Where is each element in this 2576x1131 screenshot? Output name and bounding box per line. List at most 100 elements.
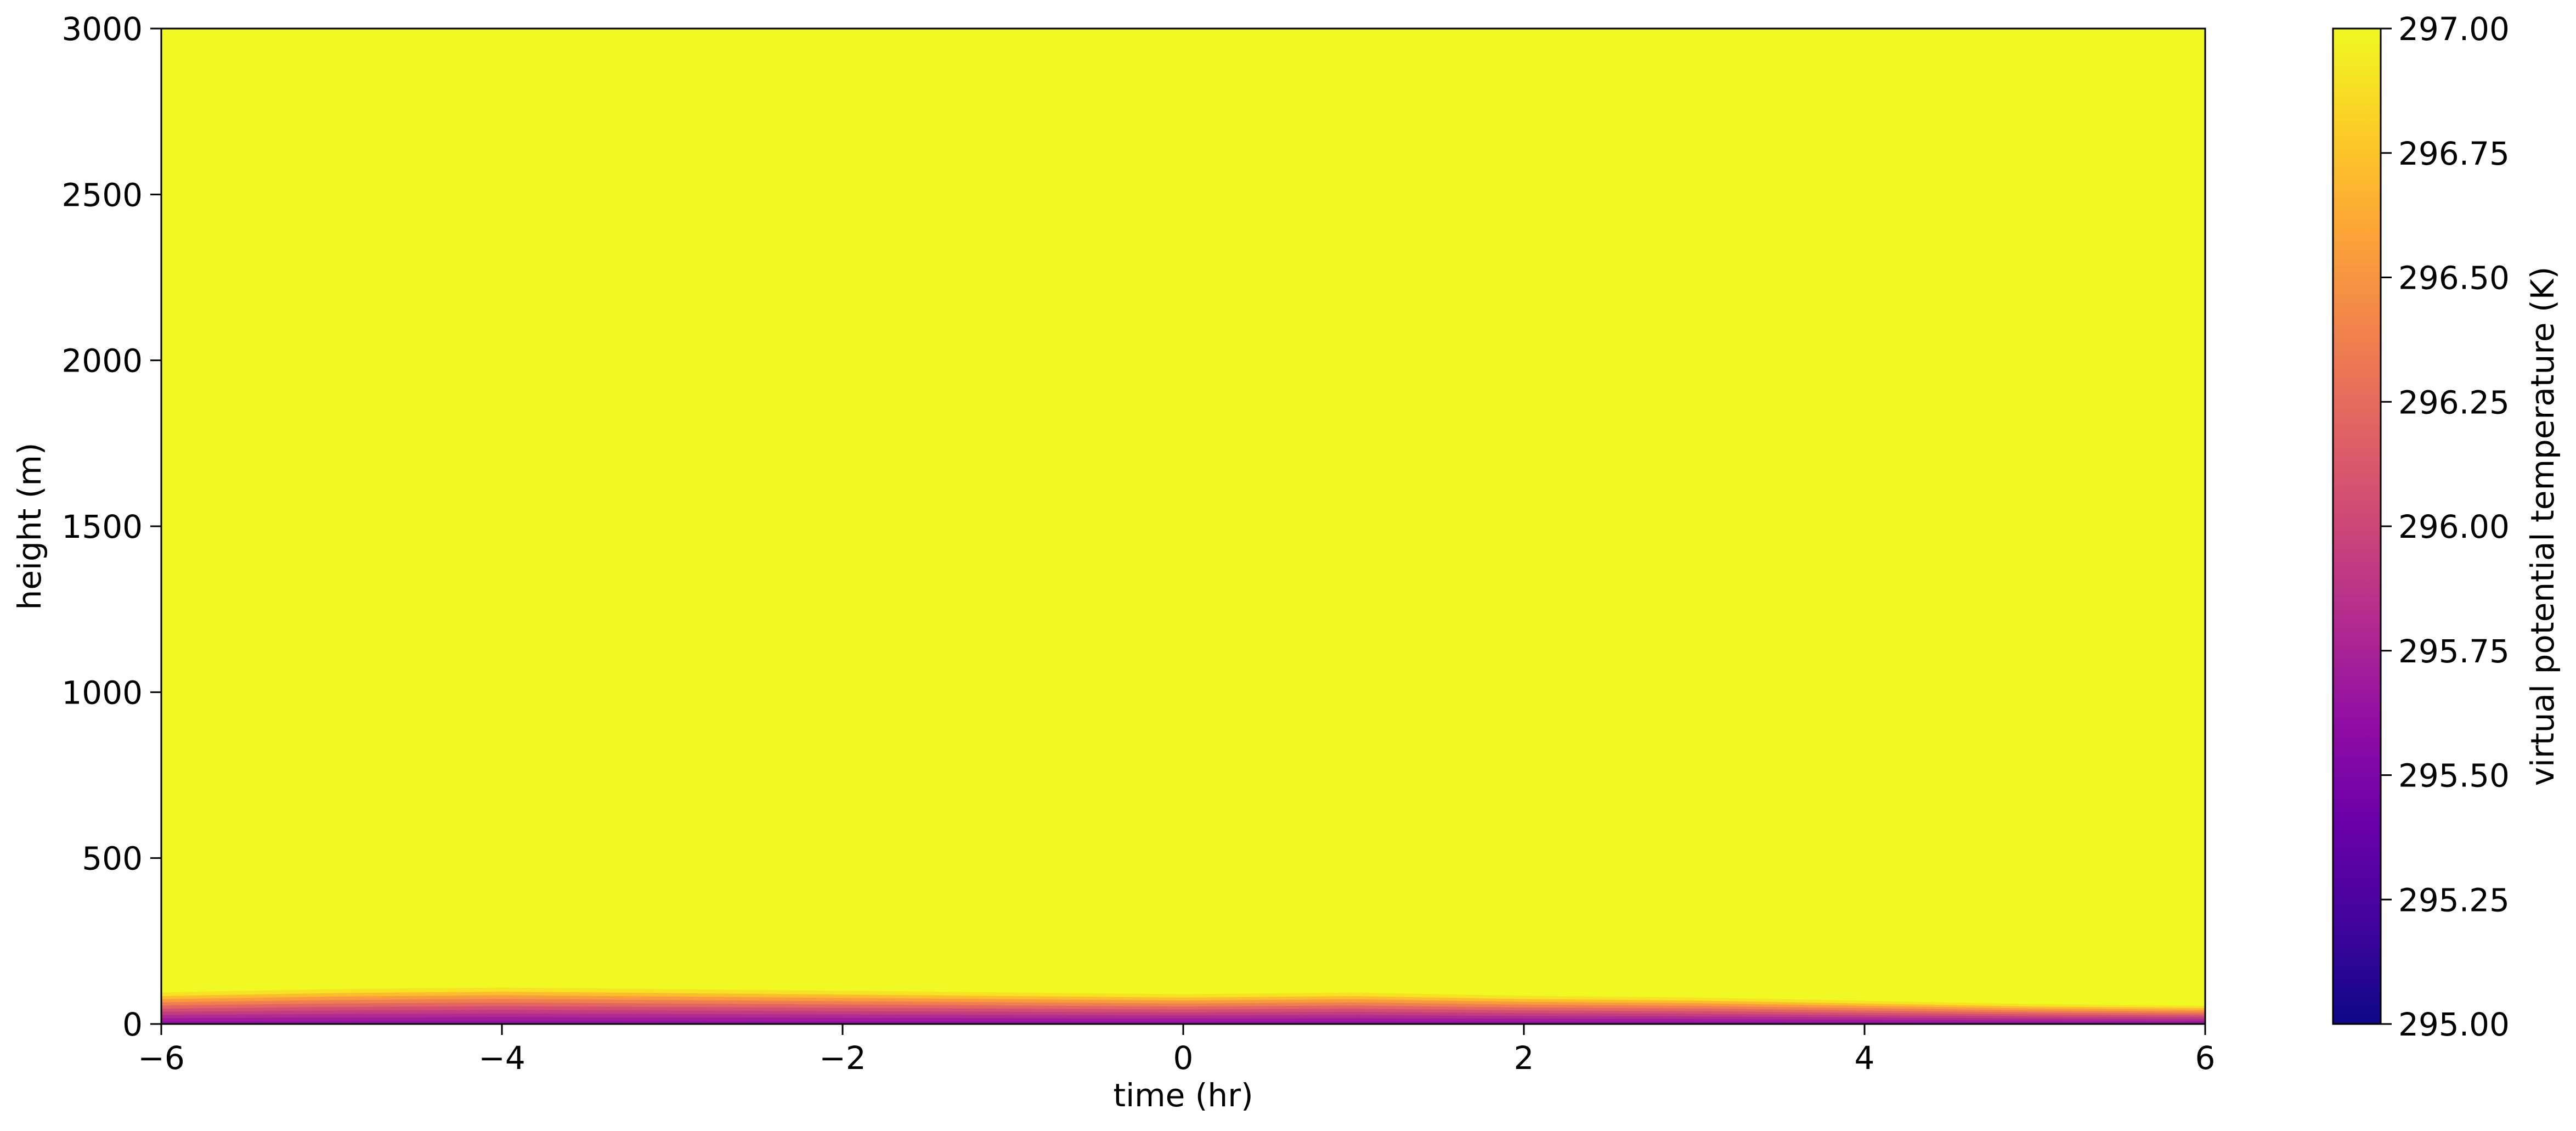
heatmap-cell — [1762, 1004, 1772, 1007]
heatmap-cell — [1140, 1009, 1150, 1012]
heatmap-cell — [433, 1013, 443, 1017]
heatmap-cell — [1899, 1021, 1908, 1025]
heatmap-cell — [834, 997, 843, 1001]
heatmap-cell — [808, 1004, 818, 1008]
heatmap-cell — [519, 995, 528, 999]
heatmap-cell — [860, 1004, 869, 1008]
heatmap-cell — [246, 997, 256, 1001]
heatmap-cell — [834, 1020, 843, 1025]
heatmap-cell — [1285, 1005, 1295, 1009]
heatmap-cell — [1438, 1000, 1448, 1004]
heatmap-cell — [1276, 1011, 1286, 1015]
heatmap-cell — [911, 1014, 920, 1018]
heatmap-cell — [1259, 996, 1269, 1000]
heatmap-cell — [2128, 1009, 2138, 1011]
heatmap-cell — [331, 1006, 341, 1011]
heatmap-cell — [374, 999, 383, 1004]
heatmap-cell — [1310, 1008, 1320, 1012]
heatmap-cell — [1362, 1008, 1371, 1012]
heatmap-cell — [1123, 1005, 1133, 1010]
heatmap-cell — [161, 1011, 171, 1015]
heatmap-cell — [1327, 992, 1337, 997]
heatmap-cell — [2154, 1016, 2163, 1019]
heatmap-cell — [459, 988, 468, 992]
heatmap-cell — [646, 1013, 656, 1018]
heatmap-cell — [1813, 1004, 1823, 1008]
heatmap-cell — [1345, 992, 1354, 997]
heatmap-cell — [425, 999, 434, 1003]
heatmap-cell — [2196, 1019, 2206, 1021]
heatmap-cell — [2128, 1020, 2138, 1023]
heatmap-cell — [1745, 1009, 1754, 1012]
heatmap-cell — [1856, 1015, 1865, 1018]
heatmap-cell — [1004, 998, 1014, 1003]
heatmap-cell — [553, 1016, 562, 1021]
heatmap-cell — [1481, 995, 1490, 999]
heatmap-cell — [749, 997, 758, 1001]
heatmap-cell — [672, 1013, 681, 1018]
heatmap-cell — [1013, 1008, 1022, 1012]
heatmap-cell — [1149, 1012, 1159, 1016]
heatmap-cell — [1132, 1021, 1142, 1025]
heatmap-cell — [1055, 1015, 1065, 1019]
heatmap-cell — [1660, 1019, 1669, 1022]
heatmap-cell — [1788, 1011, 1797, 1015]
heatmap-cell — [1234, 1009, 1244, 1012]
heatmap-cell — [1157, 1003, 1167, 1006]
heatmap-cell — [1174, 994, 1184, 998]
heatmap-cell — [382, 1020, 392, 1025]
heatmap-cell — [860, 1014, 869, 1018]
heatmap-cell — [1242, 1005, 1252, 1010]
heatmap-cell — [1089, 999, 1099, 1003]
heatmap-cell — [1166, 1012, 1176, 1016]
heatmap-cell — [195, 1008, 205, 1012]
heatmap-cell — [1293, 1015, 1303, 1019]
heatmap-cell — [1745, 1014, 1754, 1017]
heatmap-cell — [1140, 1005, 1150, 1010]
heatmap-cell — [1149, 1000, 1159, 1004]
heatmap-cell — [263, 993, 273, 998]
heatmap-cell — [1830, 1019, 1840, 1022]
heatmap-cell — [1106, 993, 1116, 997]
heatmap-cell — [1413, 1017, 1422, 1022]
heatmap-cell — [1506, 1015, 1516, 1019]
heatmap-cell — [732, 1017, 741, 1021]
heatmap-cell — [1532, 998, 1541, 1002]
heatmap-cell — [1907, 1017, 1916, 1020]
heatmap-cell — [1379, 1008, 1388, 1012]
heatmap-cell — [442, 988, 451, 992]
heatmap-cell — [868, 1014, 877, 1018]
heatmap-cell — [1950, 1020, 1959, 1022]
heatmap-cell — [663, 1010, 673, 1014]
heatmap-cell — [1566, 1018, 1575, 1022]
heatmap-cell — [1293, 996, 1303, 1000]
heatmap-cell — [672, 989, 681, 993]
heatmap-cell — [979, 1011, 988, 1015]
heatmap-cell — [1081, 996, 1091, 1000]
heatmap-cell — [1098, 1021, 1108, 1025]
heatmap-cell — [1421, 1021, 1431, 1025]
heatmap-cell — [1967, 1003, 1976, 1006]
heatmap-cell — [1728, 1003, 1737, 1006]
heatmap-cell — [459, 998, 468, 1003]
heatmap-cell — [783, 1000, 792, 1004]
heatmap-cell — [1626, 997, 1635, 1000]
heatmap-cell — [323, 1003, 332, 1008]
heatmap-cell — [1430, 1009, 1439, 1012]
colorbar-tick-label: 296.25 — [2398, 384, 2510, 421]
heatmap-cell — [2128, 1014, 2138, 1017]
heatmap-cell — [1592, 996, 1601, 1000]
heatmap-cell — [1336, 1001, 1346, 1006]
heatmap-cell — [238, 1014, 247, 1018]
heatmap-cell — [902, 994, 911, 999]
heatmap-cell — [774, 1014, 784, 1018]
heatmap-cell — [1336, 999, 1346, 1003]
heatmap-cell — [1191, 1006, 1201, 1010]
heatmap-cell — [331, 1017, 341, 1021]
heatmap-cell — [1302, 1008, 1312, 1012]
heatmap-cell — [1907, 1015, 1916, 1018]
heatmap-cell — [1933, 1017, 1942, 1020]
heatmap-cell — [1242, 993, 1252, 997]
heatmap-cell — [1873, 1001, 1882, 1004]
heatmap-cell — [843, 1020, 852, 1025]
